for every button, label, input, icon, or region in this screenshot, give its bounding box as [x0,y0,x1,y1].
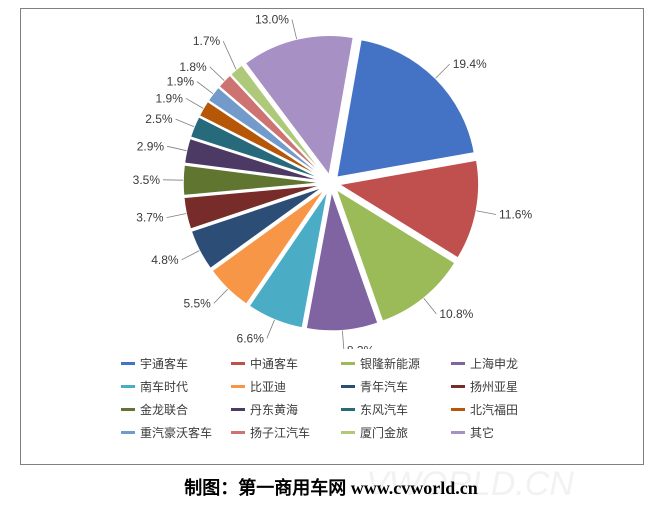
legend-swatch [451,408,465,411]
pie-leader [424,298,437,314]
pie-label: 2.5% [145,112,173,126]
pie-label: 4.8% [151,253,179,267]
pie-leader [267,320,275,338]
legend-label: 丹东黄海 [250,401,298,418]
legend-row: 金龙联合 丹东黄海 东风汽车 北汽福田 [121,401,561,418]
legend-swatch [121,431,135,434]
legend-label: 银隆新能源 [360,355,420,372]
pie-label: 11.6% [499,208,532,222]
legend-label: 宇通客车 [140,355,188,372]
pie-leader [167,146,187,150]
pie-leader [176,119,194,127]
legend-swatch [121,385,135,388]
pie-leader [182,251,200,260]
legend-swatch [231,385,245,388]
legend-item: 南车时代 [121,378,231,395]
legend-label: 其它 [470,424,494,441]
legend-swatch [231,431,245,434]
legend-swatch [121,408,135,411]
chart-container: 19.4% 11.6% 10.8% 8.3% 6.6% 5.5% 4.8% 3.7% 3.5% 2… [20,8,644,465]
legend-item: 宇通客车 [121,355,231,372]
legend-swatch [451,431,465,434]
legend-swatch [341,362,355,365]
pie-label: 10.8% [439,307,473,321]
pie-label: 19.4% [453,57,487,71]
legend-label: 厦门金旅 [360,424,408,441]
legend-label: 北汽福田 [470,401,518,418]
legend-item: 比亚迪 [231,378,341,395]
legend-swatch [121,362,135,365]
legend-swatch [341,408,355,411]
legend-label: 青年汽车 [360,378,408,395]
pie-leader [436,64,450,78]
legend-swatch [341,385,355,388]
legend-item: 其它 [451,424,561,441]
pie-leader [223,41,236,69]
legend-item: 金龙联合 [121,401,231,418]
pie-label: 3.7% [136,211,164,225]
legend-item: 扬州亚星 [451,378,561,395]
pie-label: 6.6% [237,331,265,345]
legend-item: 扬子江汽车 [231,424,341,441]
legend-swatch [231,362,245,365]
legend-label: 金龙联合 [140,401,188,418]
legend-label: 东风汽车 [360,401,408,418]
pie-label: 1.8% [179,60,207,74]
pie-leader [214,289,228,303]
legend-label: 中通客车 [250,355,298,372]
pie-label: 1.9% [167,75,195,89]
pie-leader [476,211,496,215]
legend-item: 上海申龙 [451,355,561,372]
legend-item: 北汽福田 [451,401,561,418]
pie-label: 2.9% [137,139,165,153]
legend-item: 丹东黄海 [231,401,341,418]
legend: 宇通客车 中通客车 银隆新能源 上海申龙南车时代 比亚迪 青年汽车 扬州亚星金龙联合 丹东黄海… [121,355,561,447]
pie-label: 5.5% [183,296,211,310]
legend-swatch [451,362,465,365]
pie-leader [167,213,187,217]
pie-label: 13.0% [255,13,289,27]
pie-label: 8.3% [347,344,375,349]
legend-item: 中通客车 [231,355,341,372]
legend-item: 青年汽车 [341,378,451,395]
legend-item: 重汽豪沃客车 [121,424,231,441]
legend-swatch [231,408,245,411]
pie-leader [342,331,344,349]
pie-leader [186,98,203,108]
legend-item: 东风汽车 [341,401,451,418]
legend-row: 重汽豪沃客车 扬子江汽车 厦门金旅 其它 [121,424,561,441]
legend-label: 南车时代 [140,378,188,395]
legend-label: 扬州亚星 [470,378,518,395]
legend-swatch [451,385,465,388]
legend-label: 比亚迪 [250,378,286,395]
pie-chart: 19.4% 11.6% 10.8% 8.3% 6.6% 5.5% 4.8% 3.7% 3.5% 2… [21,9,643,349]
legend-item: 厦门金旅 [341,424,451,441]
caption: 制图：第一商用车网 www.cvworld.cn [0,474,662,500]
legend-label: 扬子江汽车 [250,424,310,441]
legend-row: 宇通客车 中通客车 银隆新能源 上海申龙 [121,355,561,372]
legend-swatch [341,431,355,434]
pie-leader [210,67,224,81]
legend-item: 银隆新能源 [341,355,451,372]
legend-label: 重汽豪沃客车 [140,424,212,441]
pie-label: 1.9% [156,91,184,105]
pie-leader [197,82,213,94]
pie-label: 3.5% [133,173,161,187]
legend-label: 上海申龙 [470,355,518,372]
legend-row: 南车时代 比亚迪 青年汽车 扬州亚星 [121,378,561,395]
pie-label: 1.7% [193,34,221,48]
pie-leader [292,20,297,39]
